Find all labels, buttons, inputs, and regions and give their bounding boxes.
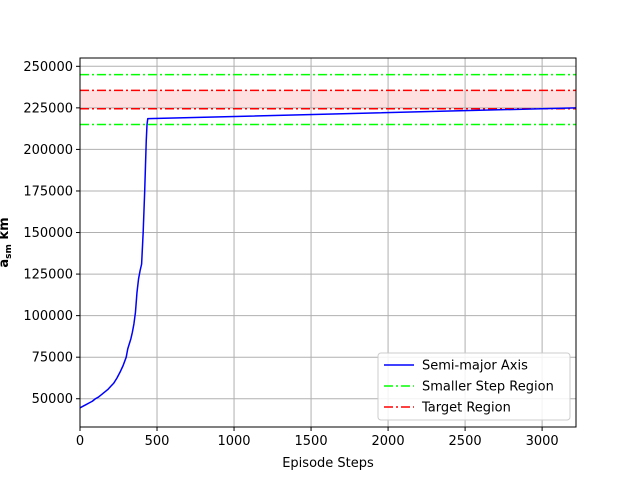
y-tick-label: 150000 (23, 226, 73, 241)
svg-text:asm km: asm km (0, 217, 14, 267)
x-axis-label: Episode Steps (282, 456, 374, 471)
x-tick-label: 2500 (449, 434, 482, 449)
y-axis-label-symbol: a (0, 259, 12, 268)
y-tick-label: 50000 (32, 392, 73, 407)
legend-label: Semi-major Axis (422, 359, 528, 374)
x-tick-label: 3000 (526, 434, 559, 449)
grid-layer (79, 58, 576, 427)
legend: Semi-major Axis Smaller Step Region Target… (377, 352, 571, 421)
y-tick-label: 250000 (23, 60, 73, 75)
y-tick-label: 100000 (23, 309, 73, 324)
legend-label: Smaller Step Region (422, 380, 554, 395)
plot-frame (79, 57, 577, 428)
semi-major-axis-line (79, 107, 577, 409)
x-tick-label: 0 (76, 434, 84, 449)
y-axis-label-unit: km (0, 217, 12, 239)
y-tick-label: 75000 (32, 351, 73, 366)
y-tick-label: 175000 (23, 184, 73, 199)
x-tick-label: 2000 (372, 434, 405, 449)
x-tick-label: 1000 (217, 434, 250, 449)
y-axis-label-subscript: sm (4, 244, 14, 259)
y-tick-label: 225000 (23, 101, 73, 116)
target-band-layer (80, 90, 576, 109)
target-region-band (80, 90, 576, 109)
legend-label: Target Region (421, 401, 511, 416)
legend-box (377, 352, 571, 421)
x-tick-label: 1500 (295, 434, 328, 449)
x-tick-label: 500 (145, 434, 170, 449)
y-axis-label: asm km (0, 217, 14, 267)
y-tick-label: 125000 (23, 268, 73, 283)
y-tick-label: 200000 (23, 143, 73, 158)
series-layer (79, 107, 577, 409)
reference-lines-layer (80, 73, 576, 126)
tick-layer: 0 500 1000 1500 2000 2500 3000 50000 75000 100000… (23, 60, 558, 449)
